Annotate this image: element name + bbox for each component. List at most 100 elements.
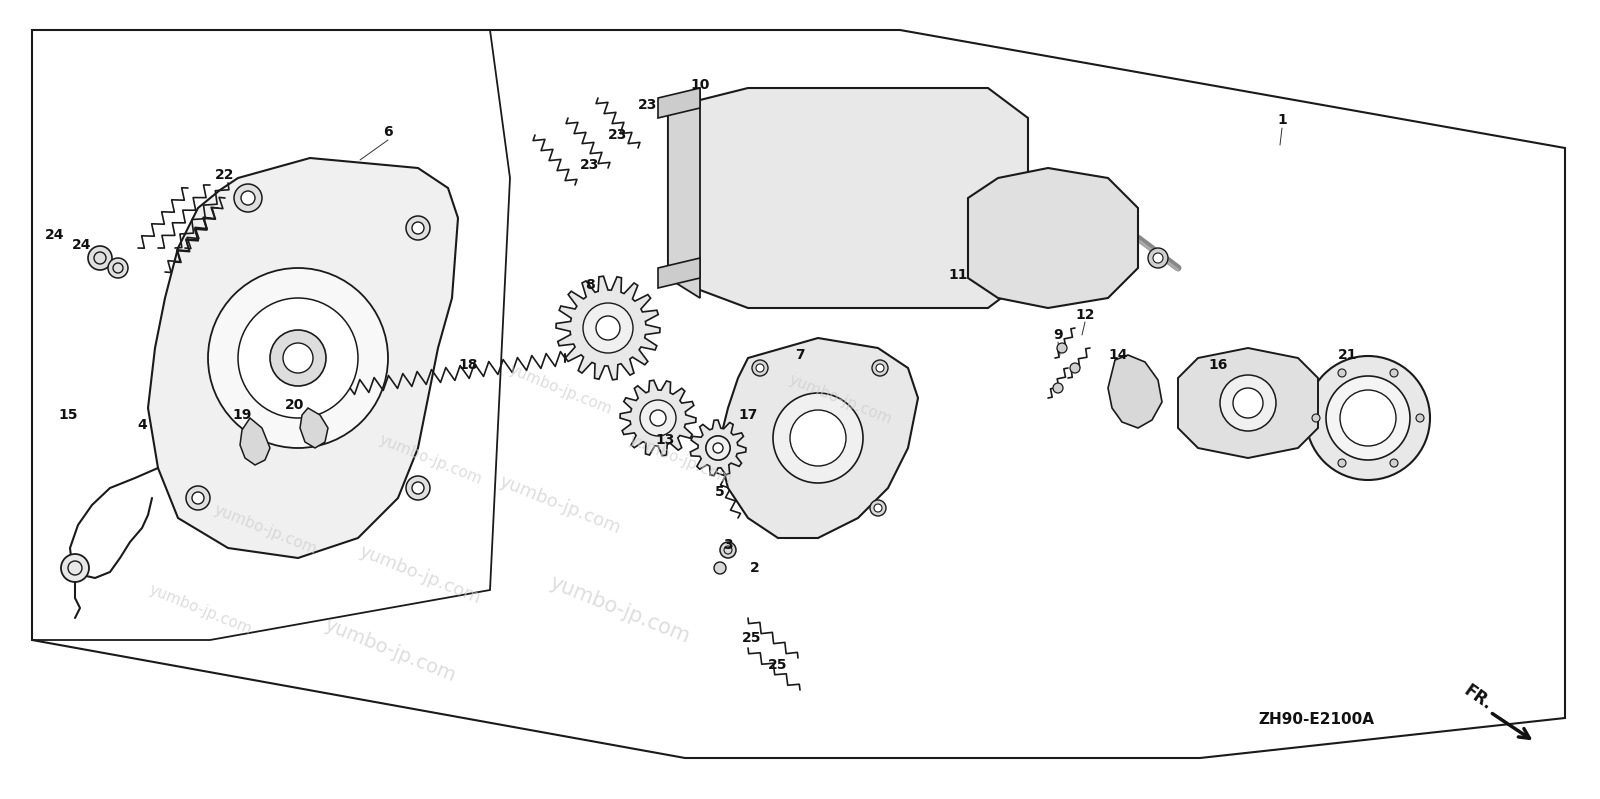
Circle shape bbox=[870, 500, 886, 516]
Text: yumbo-jp.com: yumbo-jp.com bbox=[376, 432, 483, 487]
Circle shape bbox=[406, 216, 430, 240]
Text: 23: 23 bbox=[581, 158, 600, 172]
Circle shape bbox=[406, 476, 430, 500]
Circle shape bbox=[88, 246, 112, 270]
Text: yumbo-jp.com: yumbo-jp.com bbox=[786, 372, 894, 427]
Text: 24: 24 bbox=[45, 228, 64, 242]
Text: 13: 13 bbox=[656, 433, 675, 447]
Text: yumbo-jp.com: yumbo-jp.com bbox=[506, 363, 614, 418]
Circle shape bbox=[1416, 414, 1424, 422]
Circle shape bbox=[773, 393, 862, 483]
Polygon shape bbox=[147, 158, 458, 558]
Circle shape bbox=[595, 316, 621, 340]
Text: 7: 7 bbox=[795, 348, 805, 362]
Polygon shape bbox=[658, 88, 701, 118]
Circle shape bbox=[1338, 459, 1346, 467]
Text: 6: 6 bbox=[382, 125, 394, 139]
Circle shape bbox=[874, 504, 882, 512]
Polygon shape bbox=[301, 408, 328, 448]
Polygon shape bbox=[968, 168, 1138, 308]
Circle shape bbox=[640, 400, 675, 436]
Text: 12: 12 bbox=[1075, 308, 1094, 322]
Circle shape bbox=[790, 410, 846, 466]
Circle shape bbox=[1221, 375, 1277, 431]
Circle shape bbox=[1312, 414, 1320, 422]
Text: 10: 10 bbox=[690, 78, 710, 92]
Circle shape bbox=[586, 305, 630, 351]
Circle shape bbox=[872, 360, 888, 376]
Polygon shape bbox=[718, 338, 918, 538]
Circle shape bbox=[192, 492, 205, 504]
Polygon shape bbox=[240, 418, 270, 465]
Text: yumbo-jp.com: yumbo-jp.com bbox=[547, 573, 693, 647]
Text: 1: 1 bbox=[1277, 113, 1286, 127]
Circle shape bbox=[720, 542, 736, 558]
Text: 3: 3 bbox=[723, 538, 733, 552]
Text: yumbo-jp.com: yumbo-jp.com bbox=[357, 543, 483, 607]
Circle shape bbox=[714, 562, 726, 574]
Text: 24: 24 bbox=[72, 238, 91, 252]
Circle shape bbox=[1341, 390, 1395, 446]
Polygon shape bbox=[669, 88, 701, 298]
Text: 21: 21 bbox=[1338, 348, 1358, 362]
Polygon shape bbox=[1178, 348, 1318, 458]
Circle shape bbox=[413, 222, 424, 234]
Circle shape bbox=[208, 268, 387, 448]
Circle shape bbox=[1154, 253, 1163, 263]
Text: ZH90-E2100A: ZH90-E2100A bbox=[1258, 713, 1374, 728]
Text: 15: 15 bbox=[58, 408, 78, 422]
Text: yumbo-jp.com: yumbo-jp.com bbox=[211, 503, 318, 558]
Polygon shape bbox=[669, 88, 1027, 308]
Circle shape bbox=[752, 360, 768, 376]
Text: 23: 23 bbox=[638, 98, 658, 112]
Circle shape bbox=[757, 364, 765, 372]
Polygon shape bbox=[690, 420, 746, 475]
Circle shape bbox=[242, 191, 254, 205]
Circle shape bbox=[234, 184, 262, 212]
Circle shape bbox=[706, 436, 730, 460]
Text: 22: 22 bbox=[216, 168, 235, 182]
Circle shape bbox=[1306, 356, 1430, 480]
Text: 25: 25 bbox=[768, 658, 787, 672]
Polygon shape bbox=[1107, 355, 1162, 428]
Text: 8: 8 bbox=[586, 278, 595, 292]
Circle shape bbox=[650, 410, 666, 426]
Text: yumbo-jp.com: yumbo-jp.com bbox=[496, 472, 624, 538]
Circle shape bbox=[1390, 459, 1398, 467]
Text: 5: 5 bbox=[715, 485, 725, 499]
Text: 25: 25 bbox=[742, 631, 762, 645]
Text: 4: 4 bbox=[138, 418, 147, 432]
Text: 20: 20 bbox=[285, 398, 304, 412]
Text: 23: 23 bbox=[608, 128, 627, 142]
Circle shape bbox=[109, 258, 128, 278]
Text: 19: 19 bbox=[232, 408, 251, 422]
Text: yumbo-jp.com: yumbo-jp.com bbox=[322, 615, 459, 685]
Text: 14: 14 bbox=[1109, 348, 1128, 362]
Circle shape bbox=[283, 343, 314, 373]
Circle shape bbox=[1326, 376, 1410, 460]
Circle shape bbox=[1053, 383, 1062, 393]
Text: yumbo-jp.com: yumbo-jp.com bbox=[146, 582, 254, 638]
Circle shape bbox=[270, 330, 326, 386]
Circle shape bbox=[186, 486, 210, 510]
Circle shape bbox=[61, 554, 90, 582]
Circle shape bbox=[413, 482, 424, 494]
Text: 11: 11 bbox=[949, 268, 968, 282]
Text: 16: 16 bbox=[1208, 358, 1227, 372]
Circle shape bbox=[582, 303, 634, 353]
Polygon shape bbox=[621, 380, 696, 455]
Circle shape bbox=[1390, 369, 1398, 377]
Circle shape bbox=[706, 436, 730, 460]
Circle shape bbox=[877, 364, 883, 372]
Circle shape bbox=[238, 298, 358, 418]
Text: 18: 18 bbox=[458, 358, 478, 372]
Text: 2: 2 bbox=[750, 561, 760, 575]
Circle shape bbox=[1234, 388, 1262, 418]
Polygon shape bbox=[557, 276, 661, 380]
Circle shape bbox=[1149, 248, 1168, 268]
Text: FR.: FR. bbox=[1461, 682, 1496, 714]
Circle shape bbox=[1338, 369, 1346, 377]
Polygon shape bbox=[658, 258, 701, 288]
Circle shape bbox=[1070, 363, 1080, 373]
Circle shape bbox=[714, 443, 723, 453]
